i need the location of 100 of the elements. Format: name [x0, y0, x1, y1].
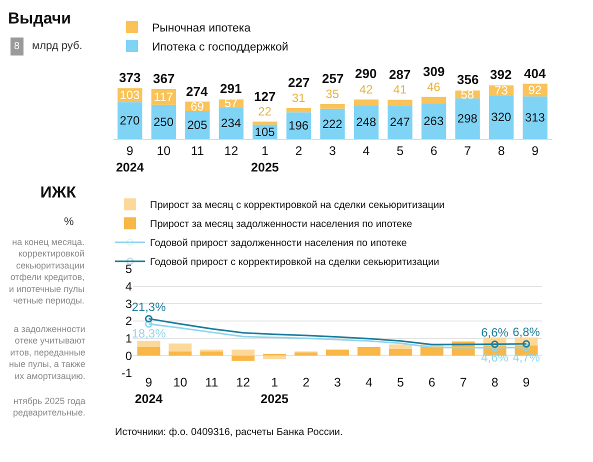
- annotation: 6,6%: [481, 325, 509, 340]
- legend-label: Годовой прирост задолженности населения по ипотеке: [150, 238, 408, 250]
- x-tick-label: 10: [173, 376, 188, 390]
- bar: [354, 99, 379, 106]
- data-label: 92: [528, 83, 542, 98]
- x-tick-label: 2: [295, 144, 302, 158]
- total-label: 227: [288, 75, 310, 90]
- total-label: 287: [389, 67, 411, 82]
- bar: [168, 344, 192, 352]
- y-tick-label: 3: [125, 296, 132, 311]
- total-label: 274: [186, 84, 208, 99]
- bar: [263, 356, 286, 360]
- bar: [252, 122, 278, 125]
- x-tick-label: 8: [498, 144, 505, 158]
- data-label: 205: [187, 118, 208, 132]
- chart-title: Выдачи: [8, 10, 71, 28]
- annotation: 6,8%: [512, 325, 540, 340]
- x-tick-label: 6: [430, 144, 438, 158]
- data-label: 41: [393, 82, 407, 97]
- total-label: 356: [457, 72, 479, 87]
- data-label: 46: [426, 80, 441, 94]
- y-tick-label: 0: [125, 348, 132, 363]
- point: [144, 315, 152, 322]
- bar: [326, 350, 349, 356]
- bar: [200, 351, 224, 356]
- legend-label: Прирост за месяц с корректировкой на сделки секьюритизации: [150, 200, 445, 212]
- bar: [357, 347, 380, 356]
- data-label: 247: [390, 115, 410, 130]
- x-tick-label: 4: [365, 376, 372, 390]
- x-tick-label: 2: [302, 376, 310, 390]
- text: Источники: ф.о. 0409316, расчеты Банка России.: [115, 427, 343, 438]
- x-tick-label: 11: [190, 144, 204, 158]
- data-label: 250: [153, 114, 174, 129]
- bar: [489, 95, 514, 139]
- point: [522, 340, 530, 348]
- x-tick-label: 12: [236, 376, 250, 390]
- bar: [294, 352, 318, 356]
- text: на конец месяца. корректировкой секьюритизации отфели кредитов, и ипотечные пулы четные периоды.: [9, 237, 84, 306]
- bar: [388, 105, 412, 139]
- data-label: 35: [326, 86, 340, 101]
- y-tick-label: 1: [125, 332, 132, 346]
- annotation: 18,3%: [132, 326, 166, 341]
- x-tick-label: 11: [205, 376, 218, 390]
- total-label: 404: [524, 66, 546, 81]
- data-label: 22: [258, 104, 272, 119]
- data-label: 270: [120, 114, 140, 128]
- x-tick-label: 6: [428, 376, 436, 390]
- data-label: 69: [190, 99, 204, 114]
- legend-label: Ипотека с господдержкой: [152, 42, 288, 54]
- point: [144, 320, 152, 328]
- data-label: 234: [221, 116, 242, 130]
- x-tick-label: 5: [396, 376, 404, 390]
- bar: [522, 96, 548, 139]
- data-label: 103: [120, 88, 140, 102]
- y-tick-label: 2: [125, 314, 132, 328]
- x-tick-label: 9 2024: [116, 144, 144, 174]
- y-tick-label: 5: [125, 262, 132, 276]
- data-label: 105: [254, 124, 276, 139]
- x-tick-label: 3: [334, 376, 342, 390]
- data-label: 298: [457, 112, 478, 126]
- bar: [388, 348, 412, 356]
- x-tick-label: 9: [522, 376, 530, 390]
- data-label: 320: [491, 110, 512, 124]
- data-label: 248: [356, 115, 376, 130]
- text: 8: [14, 41, 20, 52]
- data-label: 73: [494, 83, 508, 98]
- x-tick-label: 8: [491, 376, 498, 390]
- bar: [232, 356, 255, 361]
- y-tick-label: 4: [125, 280, 132, 294]
- y-tick-label: -1: [121, 366, 132, 380]
- total-label: 290: [355, 66, 377, 81]
- total-label: 257: [322, 71, 344, 86]
- total-label: 309: [423, 64, 445, 79]
- bar: [137, 347, 160, 356]
- total-label: 127: [254, 89, 276, 104]
- bar: [388, 100, 412, 106]
- x-tick-label: 3: [329, 144, 336, 158]
- text: нтябрь 2025 года редварительные.: [13, 396, 86, 418]
- bar: [232, 350, 255, 356]
- data-label: 196: [288, 118, 309, 133]
- bar: [168, 351, 192, 356]
- data-label: 263: [424, 114, 444, 128]
- point: [491, 340, 499, 348]
- bar: [421, 103, 446, 139]
- data-label: 313: [524, 110, 546, 125]
- bar: [421, 96, 446, 104]
- legend-label: Рыночная ипотека: [152, 22, 252, 35]
- data-label: 57: [224, 96, 238, 110]
- x-tick-label: 10: [156, 144, 171, 158]
- total-label: 373: [119, 70, 141, 85]
- x-tick-label: 7: [464, 144, 472, 158]
- bar: [320, 108, 345, 139]
- annotation: 21,3%: [132, 300, 166, 314]
- total-label: 291: [220, 81, 242, 96]
- x-tick-label: 7: [460, 376, 467, 390]
- total-label: 367: [153, 71, 175, 86]
- x-tick-label: 9 2024: [134, 376, 163, 406]
- text: а задолженности отеке учитывают итов, переданные ные пулы, а также их амортизацию.: [9, 324, 86, 381]
- data-label: 31: [292, 91, 306, 106]
- legend-label: Годовой прирост с корректировкой на сделки секьюритизации: [150, 257, 440, 268]
